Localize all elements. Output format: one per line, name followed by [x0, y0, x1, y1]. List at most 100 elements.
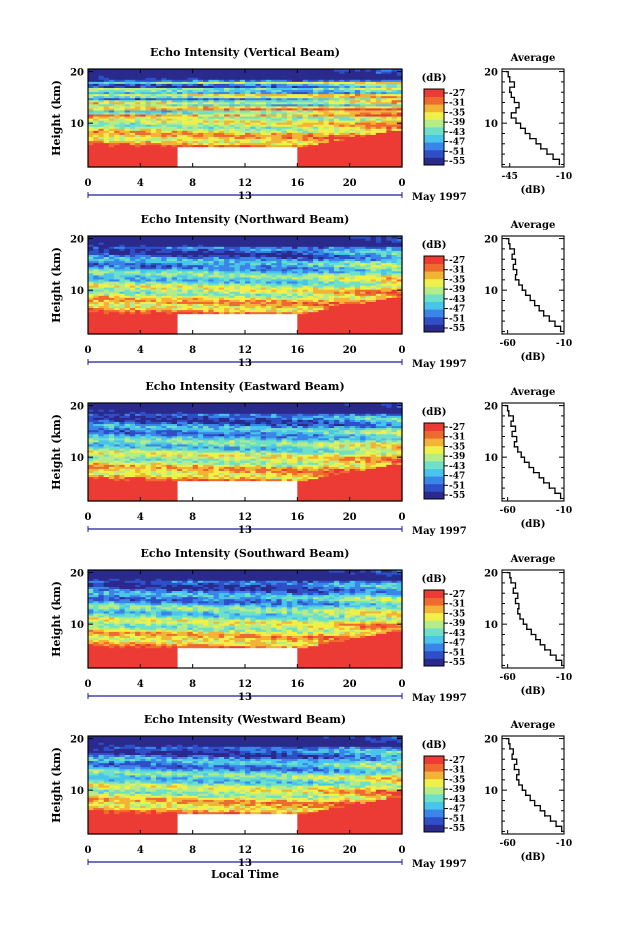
heatmap-cell — [381, 126, 387, 129]
heatmap-cell — [302, 146, 309, 150]
heatmap-cell — [156, 91, 162, 95]
heatmap-cell — [292, 103, 298, 107]
heatmap-cell — [103, 89, 110, 93]
heatmap-cell — [140, 140, 147, 144]
heatmap-cell — [156, 136, 162, 140]
heatmap-cell — [176, 122, 183, 125]
colorbar-tick-label: -31 — [449, 99, 465, 109]
heatmap-cell — [192, 107, 199, 111]
heatmap-cell — [182, 109, 189, 113]
heatmap-cell — [307, 111, 314, 115]
heatmap-cell — [182, 87, 189, 91]
heatmap-cell — [229, 132, 236, 135]
heatmap-cell — [318, 101, 325, 105]
heatmap-cell — [239, 109, 246, 113]
heatmap-cell — [187, 89, 194, 93]
heatmap-cell — [386, 158, 393, 162]
heatmap-cell — [396, 118, 403, 121]
heatmap-cell — [292, 101, 298, 105]
heatmap-cell — [297, 97, 304, 101]
heatmap-cell — [182, 93, 189, 97]
heatmap-cell — [333, 113, 340, 117]
heatmap-cell — [354, 111, 361, 115]
heatmap-cell — [255, 140, 262, 144]
heatmap-cell — [150, 150, 157, 154]
heatmap-cell — [307, 150, 314, 154]
heatmap-cell — [271, 99, 277, 103]
heatmap-cell — [140, 126, 147, 129]
x-tick-label: 12 — [238, 178, 252, 189]
heatmap-cell — [354, 103, 361, 107]
heatmap-cell — [328, 109, 335, 113]
heatmap-cell — [386, 128, 393, 131]
heatmap-cell — [171, 109, 178, 113]
heatmap-cell — [171, 146, 178, 150]
heatmap-cell — [140, 150, 147, 154]
heatmap-cell — [260, 132, 267, 135]
heatmap-cell — [135, 103, 141, 107]
heatmap-cell — [171, 120, 178, 123]
heatmap-cell — [375, 124, 382, 127]
heatmap-cell — [360, 158, 366, 162]
heatmap-cell — [370, 103, 377, 107]
heatmap-cell — [360, 101, 366, 105]
heatmap-cell — [103, 146, 110, 150]
heatmap-cell — [265, 109, 272, 113]
heatmap-cell — [103, 87, 110, 91]
heatmap-cell — [250, 103, 257, 107]
heatmap-cell — [391, 91, 398, 95]
heatmap-cell — [265, 89, 272, 93]
heatmap-cell — [265, 101, 272, 105]
heatmap-cell — [224, 85, 230, 88]
heatmap-cell — [192, 115, 199, 119]
heatmap-cell — [114, 136, 120, 140]
heatmap-cell — [354, 107, 361, 111]
heatmap-cell — [307, 93, 314, 97]
heatmap-cell — [313, 164, 319, 168]
heatmap-cell — [292, 83, 298, 86]
heatmap-cell — [349, 105, 356, 109]
heatmap-cell — [93, 152, 100, 156]
heatmap-cell — [124, 120, 131, 123]
heatmap-cell — [145, 103, 152, 107]
heatmap-cell — [313, 109, 319, 113]
heatmap-cell — [129, 87, 136, 91]
heatmap-cell — [375, 118, 382, 121]
heatmap-cell — [339, 81, 346, 84]
heatmap-cell — [171, 154, 178, 158]
heatmap-cell — [265, 85, 272, 88]
heatmap-cell — [98, 128, 105, 131]
heatmap-cell — [150, 120, 157, 123]
heatmap-cell — [208, 126, 215, 129]
heatmap-cell — [276, 122, 283, 125]
heatmap-cell — [360, 148, 366, 152]
heatmap-cell — [339, 107, 346, 111]
heatmap-cell — [192, 93, 199, 97]
heatmap-cell — [119, 103, 126, 107]
heatmap-cell — [286, 103, 293, 107]
heatmap-cell — [88, 87, 94, 91]
heatmap-cell — [229, 126, 236, 129]
heatmap-cell — [176, 83, 183, 86]
heatmap-cell — [171, 134, 178, 137]
heatmap-cell — [135, 148, 141, 152]
heatmap-cell — [197, 138, 204, 142]
heatmap-cell — [328, 111, 335, 115]
heatmap-cell — [381, 101, 387, 105]
heatmap-cell — [114, 103, 120, 107]
heatmap-cell — [313, 128, 319, 131]
heatmap-cell — [239, 142, 246, 146]
heatmap-cell — [88, 103, 94, 107]
heatmap-cell — [218, 134, 225, 137]
heatmap-cell — [224, 83, 230, 86]
heatmap-cell — [150, 81, 157, 84]
heatmap-cell — [239, 93, 246, 97]
heatmap-cell — [333, 122, 340, 125]
heatmap-cell — [328, 91, 335, 95]
heatmap-cell — [318, 146, 325, 150]
heatmap-cell — [166, 101, 173, 105]
heatmap-cell — [156, 120, 162, 123]
heatmap-cell — [313, 140, 319, 144]
heatmap-cell — [140, 81, 147, 84]
heatmap-cell — [386, 134, 393, 137]
